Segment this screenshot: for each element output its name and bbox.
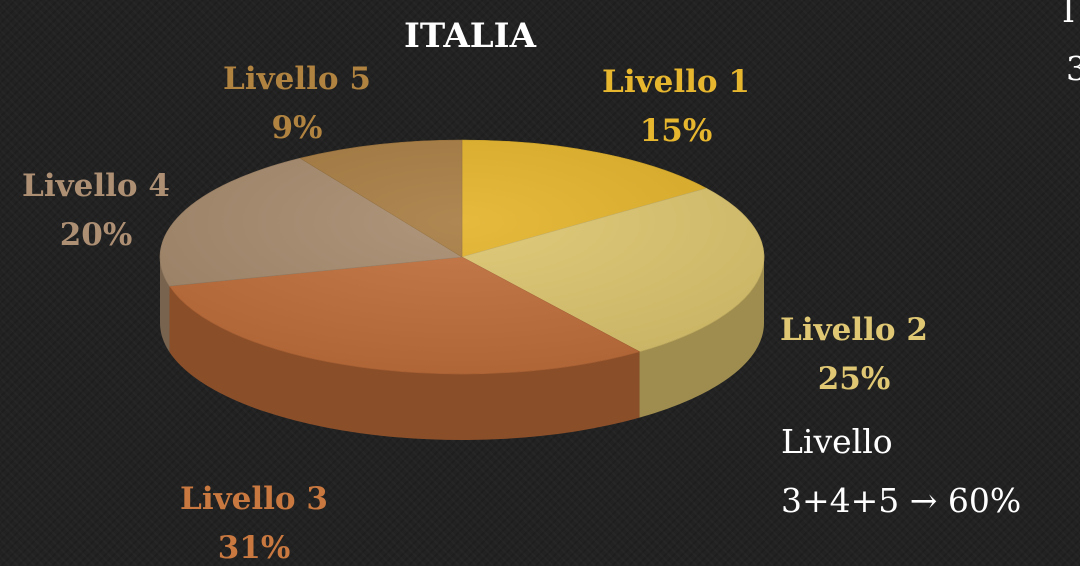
pie-side-2 [639,257,764,418]
chart-title: ITALIA [404,16,537,56]
slice-label-2-name: Livello 2 [780,312,928,348]
pie-side-3 [169,286,640,440]
slice-label-4-value: 20% [60,217,133,253]
slice-label-3-name: Livello 3 [180,481,328,517]
slice-label-5-name: Livello 5 [223,61,371,97]
slice-label-2-value: 25% [818,361,891,397]
slice-label-1-name: Livello 1 [602,64,750,100]
slice-label-5-value: 9% [271,110,322,146]
annotation-line-2: 3+4+5 → 60% [781,481,1021,520]
pie-side-faces [160,257,764,440]
edge-text-top: I [1062,0,1075,30]
slice-label-4-name: Livello 4 [22,168,170,204]
annotation-line-1: Livello [781,422,893,461]
pie-top-shading [160,140,764,374]
edge-text-second: 3 [1066,49,1080,88]
slice-label-1-value: 15% [640,113,713,149]
slice-label-3-value: 31% [218,530,291,566]
slice-labels: Livello 1 15% Livello 2 25% Livello 3 31% Live… [22,61,928,566]
pie-side-4 [160,257,170,353]
